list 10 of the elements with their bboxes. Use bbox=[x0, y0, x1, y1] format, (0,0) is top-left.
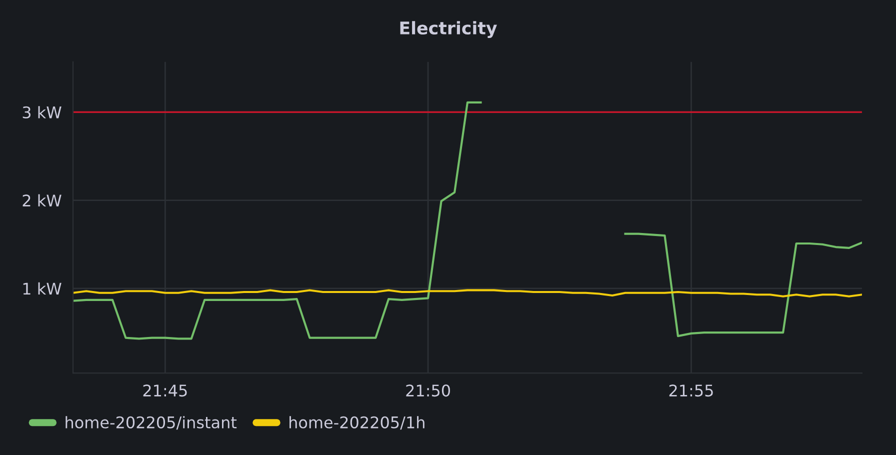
chart-title: Electricity bbox=[400, 21, 497, 38]
line-series bbox=[73, 289, 862, 298]
x-tick-label: 21:50 bbox=[406, 384, 450, 397]
legend-label: home-202205/instant bbox=[66, 416, 237, 430]
legend-label: home-202205/1h bbox=[290, 416, 424, 430]
y-tick-label: 2 kW bbox=[22, 194, 62, 206]
y-tick-label: 1 kW bbox=[23, 282, 62, 295]
x-tick-label: 21:45 bbox=[143, 384, 187, 397]
x-tick-label: 21:55 bbox=[669, 384, 713, 397]
y-tick-label: 3 kW bbox=[22, 106, 62, 118]
